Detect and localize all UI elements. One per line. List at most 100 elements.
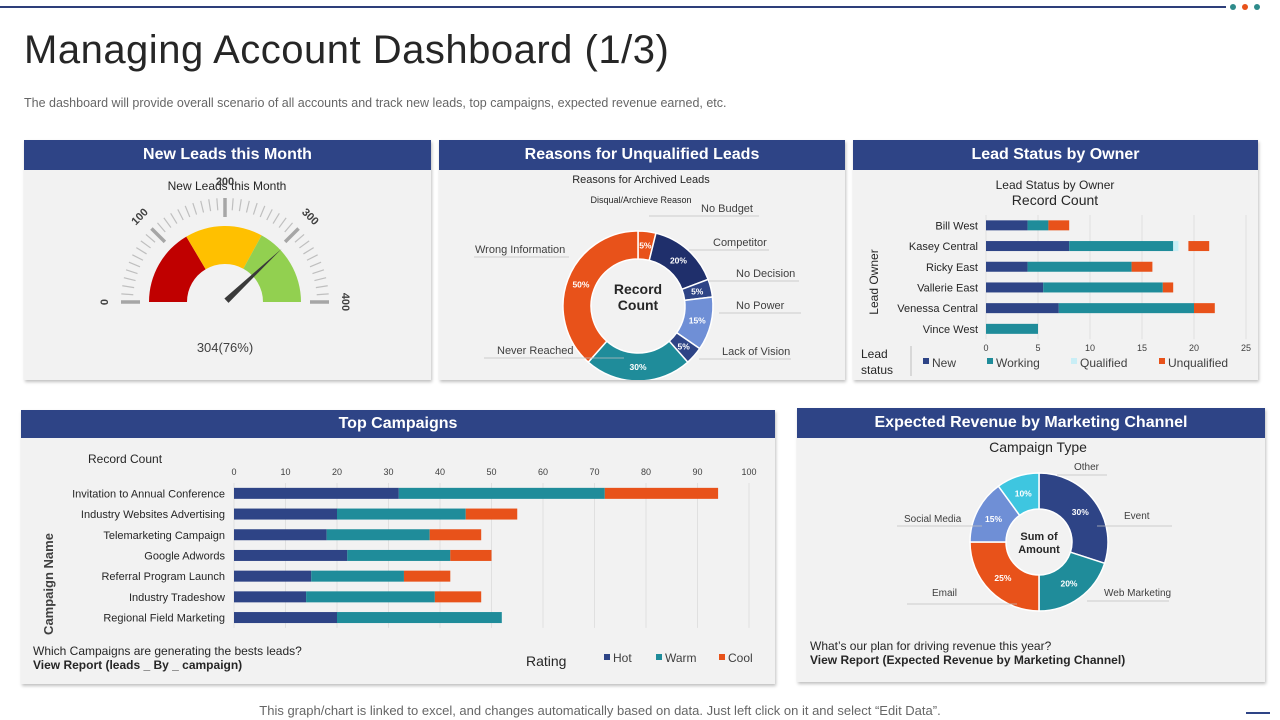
gauge-minor-tick	[266, 209, 273, 221]
legend-swatch	[604, 654, 610, 660]
gauge-minor-tick	[294, 234, 305, 243]
revenue-question-block: What’s our plan for driving revenue this…	[810, 639, 1125, 667]
gauge-minor-tick	[163, 217, 172, 228]
gauge-major-tick	[283, 227, 300, 244]
owner-label: Vallerie East	[917, 282, 978, 294]
donut-percent-label: 15%	[985, 514, 1002, 524]
bar-segment	[986, 261, 1028, 272]
unqualified-panel: Reasons for Unqualified Leads Reasons fo…	[439, 140, 845, 380]
owner-label: Vince West	[923, 324, 978, 336]
x-tick-label: 0	[983, 343, 988, 353]
bar-segment	[1188, 241, 1210, 252]
x-tick-label: 25	[1241, 343, 1251, 353]
owner-label: Kasey Central	[909, 241, 978, 253]
donut-percent-label: 10%	[1015, 488, 1032, 498]
legend-label: Working	[996, 356, 1040, 370]
gauge-minor-tick	[272, 213, 280, 224]
donut-category-label: Event	[1124, 511, 1150, 522]
unqualified-donut-chart: Reasons for Archived Leads Disqual/Archi…	[474, 174, 801, 380]
owner-label: Bill West	[935, 220, 978, 232]
donut-percent-label: 20%	[1060, 578, 1077, 588]
top-rule	[0, 6, 1226, 8]
gauge-band	[149, 236, 206, 302]
gauge-minor-tick	[123, 277, 136, 282]
bar-segment	[337, 508, 466, 520]
x-tick-label: 5	[1035, 343, 1040, 353]
bar-segment	[1173, 241, 1179, 252]
x-tick-label: 10	[280, 467, 290, 477]
bar-segment	[347, 549, 451, 561]
gauge-minor-tick	[184, 205, 191, 218]
donut-category-label: Wrong Information	[475, 244, 565, 256]
gauge-minor-tick	[238, 199, 242, 212]
x-tick-label: 30	[383, 467, 393, 477]
campaigns-view-report-link[interactable]: View Report (leads _ By _ campaign)	[33, 658, 243, 672]
gauge-minor-tick	[200, 200, 205, 213]
gauge-minor-tick	[157, 222, 166, 233]
bar-segment	[234, 549, 348, 561]
lead-status-header: Lead Status by Owner	[853, 140, 1258, 170]
campaigns-question: Which Campaigns are generating the bests…	[33, 644, 302, 658]
gauge-minor-tick	[259, 205, 266, 218]
revenue-center-label-2: Amount	[1018, 544, 1060, 556]
gauge-minor-tick	[245, 200, 250, 213]
donut-slice	[562, 230, 639, 364]
gauge-minor-tick	[122, 285, 135, 289]
bar-segment	[234, 529, 327, 541]
donut-category-label: Competitor	[713, 237, 767, 249]
revenue-header: Expected Revenue by Marketing Channel	[797, 408, 1265, 438]
donut-percent-label: 30%	[1072, 507, 1089, 517]
campaign-label: Industry Tradeshow	[129, 592, 225, 604]
donut-slice	[997, 472, 1040, 517]
legend-label: Qualified	[1080, 356, 1127, 370]
donut-category-label: Email	[932, 588, 957, 599]
bar-segment	[429, 529, 482, 541]
campaign-label: Invitation to Annual Conference	[72, 488, 225, 500]
donut-category-label: Social Media	[904, 514, 962, 525]
bar-segment	[1027, 220, 1049, 231]
gauge-minor-tick	[192, 202, 198, 215]
gauge-minor-tick	[278, 217, 287, 228]
owner-label: Ricky East	[926, 262, 978, 274]
bar-segment	[234, 508, 337, 520]
top-campaigns-header: Top Campaigns	[21, 410, 775, 438]
gauge-major-tick	[150, 227, 167, 244]
revenue-question: What’s our plan for driving revenue this…	[810, 639, 1052, 653]
unqualified-chart-title: Reasons for Archived Leads	[572, 174, 710, 186]
bar-segment	[1048, 220, 1070, 231]
new-leads-header: New Leads this Month	[24, 140, 431, 170]
gauge-minor-tick	[314, 277, 327, 282]
gauge-minor-tick	[284, 222, 293, 233]
revenue-donut-chart: Campaign Type 30% Event 20% Web Marketing 25…	[897, 439, 1172, 612]
owner-label: Venessa Central	[897, 303, 978, 315]
donut-category-label: No Budget	[701, 203, 753, 215]
donut-percent-label: 20%	[670, 255, 687, 265]
campaigns-question-block: Which Campaigns are generating the bests…	[33, 644, 302, 672]
donut-percent-label: 5%	[639, 240, 652, 250]
bar-segment	[1058, 303, 1194, 314]
bar-segment	[234, 487, 399, 499]
gauge-minor-tick	[128, 261, 141, 268]
campaign-label: Industry Websites Advertising	[81, 509, 225, 521]
bar-segment	[1131, 261, 1153, 272]
gauge-minor-tick	[136, 247, 147, 255]
gauge-minor-tick	[299, 240, 310, 249]
revenue-panel: Expected Revenue by Marketing Channel Ca…	[797, 408, 1265, 682]
donut-slice	[1038, 472, 1109, 565]
donut-category-label: Never Reached	[497, 345, 573, 357]
new-leads-panel: New Leads this Month New Leads this Mont…	[24, 140, 431, 380]
lead-status-legend-title-1: Lead	[861, 347, 888, 361]
bar-segment	[986, 323, 1038, 334]
bar-segment	[604, 487, 719, 499]
revenue-view-report-link[interactable]: View Report (Expected Revenue by Marketi…	[810, 653, 1126, 667]
bar-segment	[450, 549, 492, 561]
legend-label: Unqualified	[1168, 356, 1228, 370]
lead-owner-axis-label: Lead Owner	[867, 249, 881, 314]
donut-percent-label: 5%	[691, 286, 704, 296]
gauge-minor-tick	[125, 269, 138, 275]
gauge-band	[243, 235, 301, 302]
bar-segment	[1069, 241, 1174, 252]
campaign-label: Google Adwords	[144, 550, 225, 562]
gauge-minor-tick	[309, 261, 322, 268]
gauge-band	[186, 226, 262, 270]
